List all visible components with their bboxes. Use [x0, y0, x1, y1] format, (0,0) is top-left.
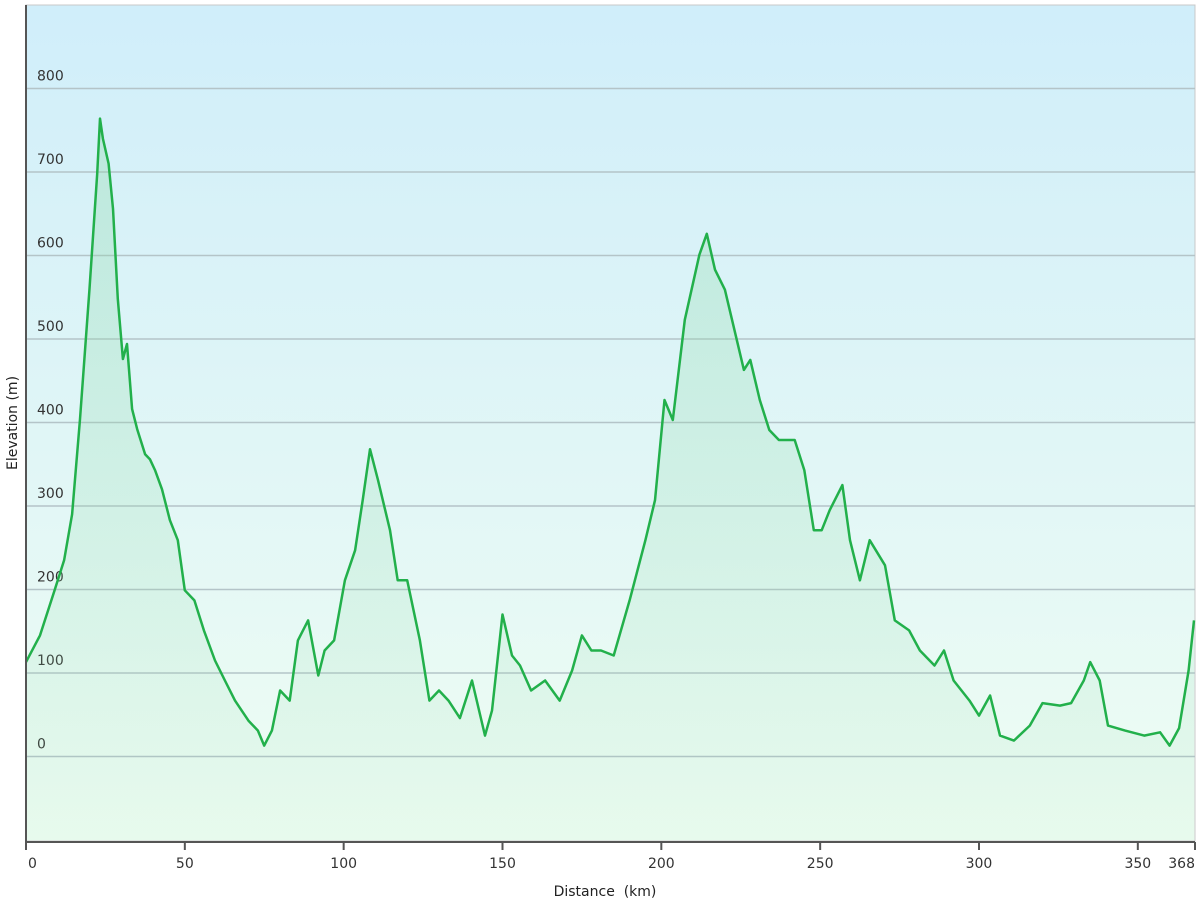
x-tick-label: 350 [1124, 856, 1151, 872]
y-axis-label: Elevation (m) [5, 376, 21, 470]
y-tick-label: 800 [37, 69, 64, 85]
x-tick-label: 368 [1168, 856, 1195, 872]
x-tick-label: 100 [330, 856, 357, 872]
x-tick-label: 50 [176, 856, 194, 872]
x-axis-label: Distance (km) [554, 884, 657, 900]
x-tick-label: 250 [807, 856, 834, 872]
x-tick-label: 150 [489, 856, 516, 872]
y-tick-label: 600 [37, 236, 64, 252]
y-tick-label: 300 [37, 486, 64, 502]
y-tick-label: 400 [37, 403, 64, 419]
elevation-area [26, 118, 1195, 841]
elevation-line [24, 117, 1196, 747]
x-tick-label: 300 [966, 856, 993, 872]
y-tick-label: 500 [37, 319, 64, 335]
x-tick-label: 200 [648, 856, 675, 872]
x-tick-label: 0 [28, 856, 37, 872]
y-tick-label: 700 [37, 152, 64, 168]
